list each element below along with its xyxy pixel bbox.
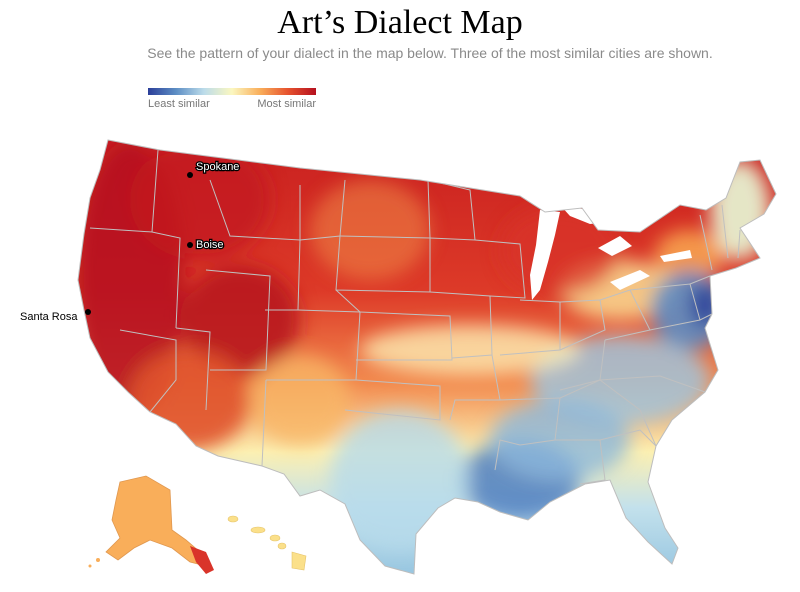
us-outline: [77, 139, 777, 575]
city-marker-spokane: Spokane: [187, 160, 241, 178]
city-marker-boise: Boise: [187, 238, 225, 252]
legend-gradient-bar: [148, 88, 316, 95]
city-label-boise: Boise: [196, 239, 224, 251]
legend-least-label: Least similar: [148, 98, 210, 110]
city-label-spokane: Spokane: [196, 161, 239, 173]
alaska-region: [88, 475, 214, 574]
state-borders: [89, 149, 741, 485]
city-marker-santa-rosa: Santa Rosa: [20, 309, 91, 323]
map-title: Art’s Dialect Map: [277, 4, 523, 41]
color-legend: Least similar Most similar: [148, 88, 316, 110]
map-subtitle: See the pattern of your dialect in the m…: [147, 45, 713, 61]
hawaii-region: [227, 515, 307, 571]
legend-most-label: Most similar: [257, 98, 316, 110]
city-label-santa-rosa: Santa Rosa: [20, 311, 78, 323]
